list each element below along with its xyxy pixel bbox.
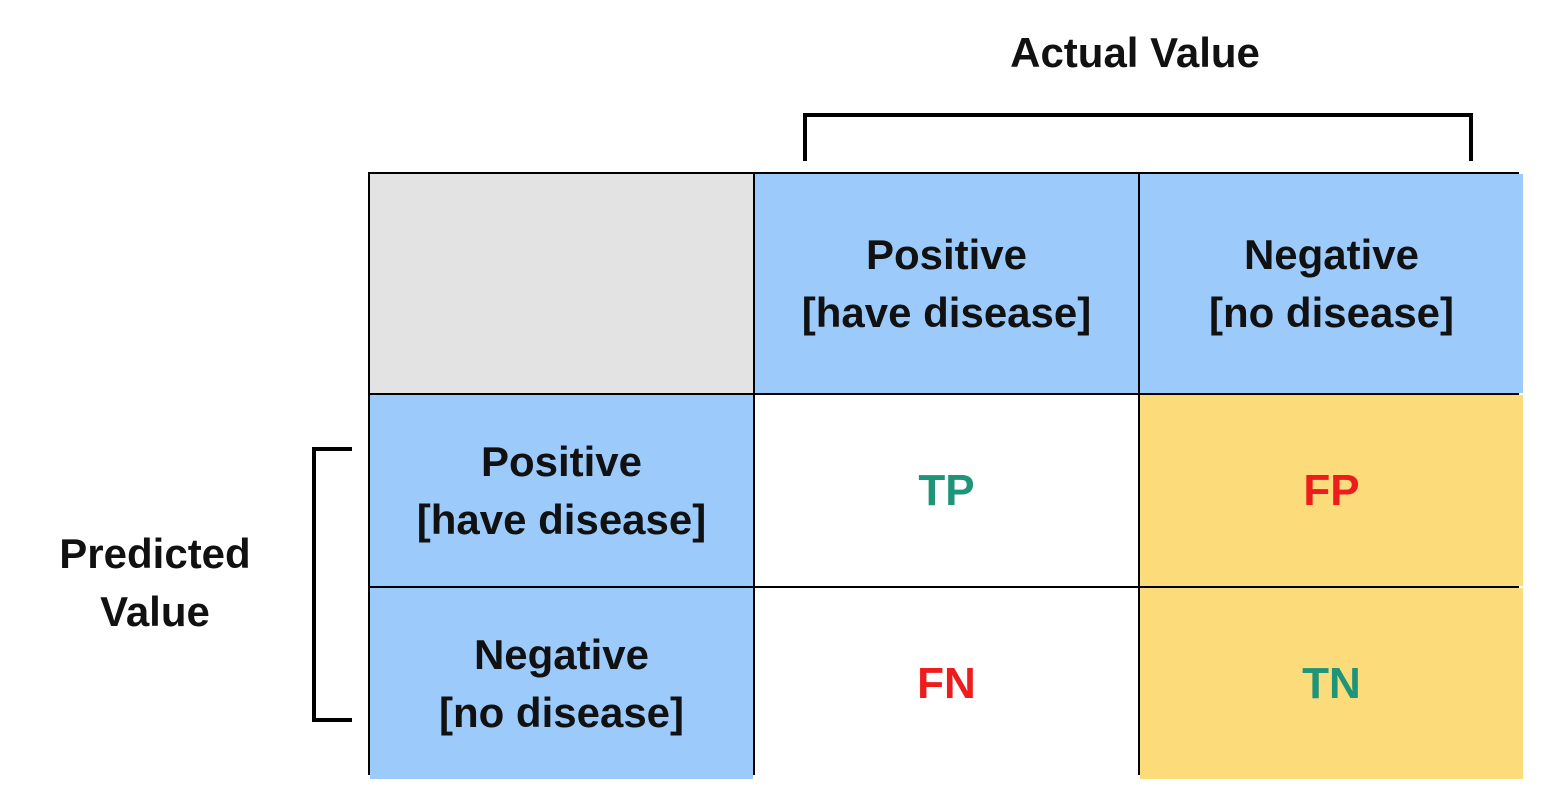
predicted-value-heading-line-1: Predicted — [59, 530, 251, 577]
true-negative-cell: TN — [1140, 588, 1523, 779]
column-header-negative-label: Negative — [1243, 230, 1420, 278]
predicted-value-heading-line-2: Value — [100, 588, 210, 635]
actual-value-heading: Actual Value — [1010, 29, 1260, 76]
confusion-matrix: Positive [have disease] Negative [no dis… — [368, 172, 1523, 779]
matrix-corner-cell — [370, 174, 753, 393]
column-header-positive: Positive [have disease] — [755, 174, 1138, 393]
predicted-value-heading: Predicted Value — [30, 525, 280, 641]
row-header-negative-sublabel: [no disease] — [438, 688, 685, 736]
true-positive-cell: TP — [755, 395, 1138, 586]
predicted-value-bracket — [312, 447, 352, 722]
row-header-negative-label: Negative — [473, 630, 650, 678]
false-negative-cell: FN — [755, 588, 1138, 779]
row-header-positive-label: Positive — [480, 437, 643, 485]
row-header-negative: Negative [no disease] — [370, 588, 753, 779]
true-negative-label: TN — [1302, 658, 1361, 708]
false-positive-label: FP — [1303, 465, 1360, 515]
actual-value-bracket — [803, 113, 1473, 161]
column-header-positive-label: Positive — [865, 230, 1028, 278]
row-header-positive: Positive [have disease] — [370, 395, 753, 586]
false-negative-label: FN — [917, 658, 976, 708]
false-positive-cell: FP — [1140, 395, 1523, 586]
row-header-positive-sublabel: [have disease] — [416, 495, 707, 543]
column-header-negative-sublabel: [no disease] — [1208, 288, 1455, 336]
true-positive-label: TP — [918, 465, 975, 515]
column-header-positive-sublabel: [have disease] — [801, 288, 1092, 336]
column-header-negative: Negative [no disease] — [1140, 174, 1523, 393]
